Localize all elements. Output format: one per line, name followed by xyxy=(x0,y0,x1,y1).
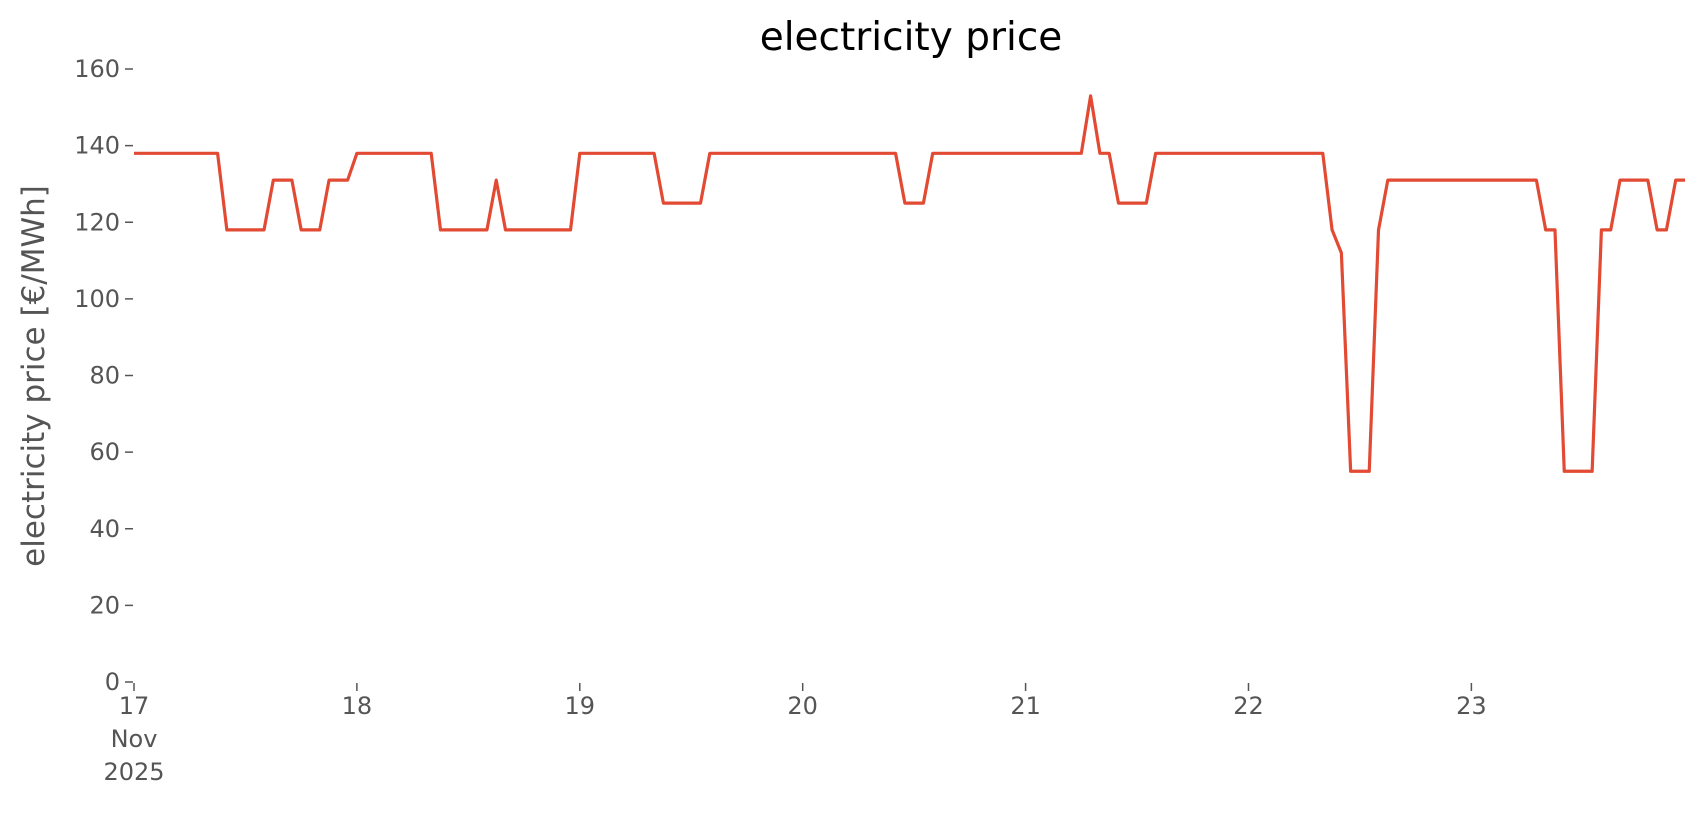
x-tick-label: 23 xyxy=(1456,692,1487,720)
x-tick-label: 18 xyxy=(342,692,373,720)
y-tick-label: 100 xyxy=(74,285,120,313)
y-tick-label: 40 xyxy=(89,515,120,543)
y-tick-label: 140 xyxy=(74,132,120,160)
y-tick-label: 20 xyxy=(89,591,120,619)
chart-title: electricity price xyxy=(760,15,1063,60)
y-axis-label: electricity price [€/MWh] xyxy=(16,185,52,567)
y-tick-label: 160 xyxy=(74,55,120,83)
y-tick-label: 120 xyxy=(74,208,120,236)
y-tick-label: 0 xyxy=(105,668,120,696)
x-tick-label: 21 xyxy=(1010,692,1041,720)
x-tick-label: 22 xyxy=(1233,692,1264,720)
y-tick-label: 60 xyxy=(89,438,120,466)
x-tick-label: 19 xyxy=(565,692,596,720)
y-tick-label: 80 xyxy=(89,362,120,390)
x-tick-label: 17 Nov 2025 xyxy=(103,692,164,786)
x-tick-label: 20 xyxy=(787,692,818,720)
price-line xyxy=(134,94,1685,473)
